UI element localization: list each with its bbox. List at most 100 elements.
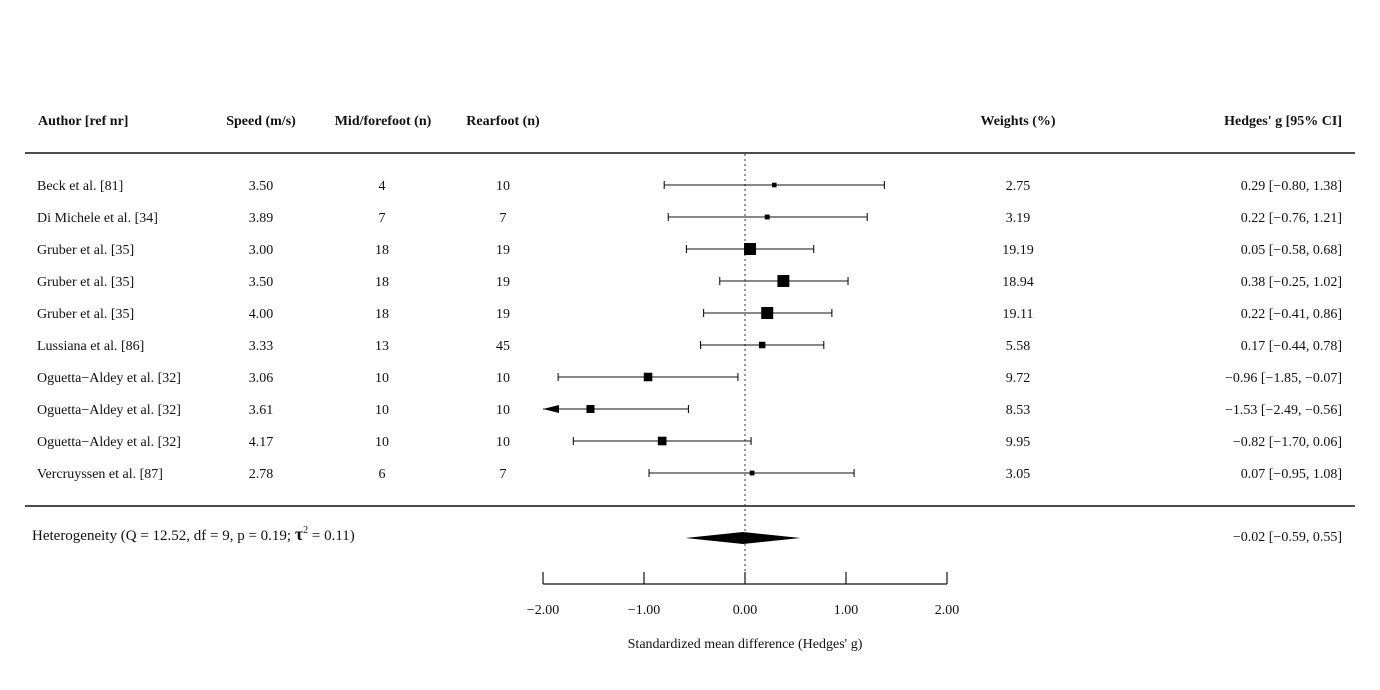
x-tick-label: −1.00 xyxy=(628,603,660,618)
cell-effect: 0.29 [−0.80, 1.38] xyxy=(1241,179,1342,194)
cell-author: Vercruyssen et al. [87] xyxy=(37,467,163,482)
cell-author: Gruber et al. [35] xyxy=(37,275,134,290)
study-row: Gruber et al. [35] 3.50 18 19 18.94 0.38 [−0.… xyxy=(37,275,1342,290)
header-midforefoot: Mid/forefoot (n) xyxy=(335,114,432,129)
cell-midforefoot: 10 xyxy=(375,403,389,418)
cell-effect: 0.22 [−0.76, 1.21] xyxy=(1241,211,1342,226)
cell-rearfoot: 10 xyxy=(496,435,510,450)
point-estimate xyxy=(761,307,774,319)
cell-speed: 3.61 xyxy=(249,403,274,418)
cell-rearfoot: 10 xyxy=(496,403,510,418)
cell-rearfoot: 7 xyxy=(500,211,507,226)
cell-midforefoot: 7 xyxy=(379,211,386,226)
cell-rearfoot: 45 xyxy=(496,339,510,354)
cell-speed: 4.17 xyxy=(249,435,274,450)
cell-speed: 3.33 xyxy=(249,339,274,354)
header-rearfoot: Rearfoot (n) xyxy=(466,114,540,129)
cell-weight: 3.05 xyxy=(1006,467,1031,482)
point-estimate xyxy=(744,243,757,255)
heterogeneity-label: Heterogeneity (Q = 12.52, df = 9, p = 0.… xyxy=(32,524,355,544)
point-estimate xyxy=(586,404,595,414)
study-row: Beck et al. [81] 3.50 4 10 2.75 0.29 [−0.80, … xyxy=(37,179,1342,194)
study-row: Oguetta−Aldey et al. [32] 4.17 10 10 9.95 −0.… xyxy=(37,435,1342,450)
summary-row: Heterogeneity (Q = 12.52, df = 9, p = 0.… xyxy=(32,524,1342,545)
cell-midforefoot: 10 xyxy=(375,435,389,450)
cell-rearfoot: 19 xyxy=(496,243,510,258)
point-estimate xyxy=(758,341,766,349)
cell-speed: 3.50 xyxy=(249,275,274,290)
cell-speed: 4.00 xyxy=(249,307,274,322)
cell-effect: −0.96 [−1.85, −0.07] xyxy=(1225,371,1342,386)
header-weights: Weights (%) xyxy=(980,114,1055,129)
cell-weight: 18.94 xyxy=(1002,275,1034,290)
cell-author: Beck et al. [81] xyxy=(37,179,123,194)
point-estimate xyxy=(749,470,755,476)
cell-author: Gruber et al. [35] xyxy=(37,307,134,322)
header-effect: Hedges' g [95% CI] xyxy=(1224,114,1342,129)
cell-effect: 0.07 [−0.95, 1.08] xyxy=(1241,467,1342,482)
study-row: Gruber et al. [35] 4.00 18 19 19.11 0.22 [−0.… xyxy=(37,307,1342,322)
cell-midforefoot: 10 xyxy=(375,371,389,386)
cell-effect: 0.38 [−0.25, 1.02] xyxy=(1241,275,1342,290)
summary-diamond xyxy=(685,532,801,544)
cell-midforefoot: 4 xyxy=(379,179,386,194)
study-row: Oguetta−Aldey et al. [32] 3.61 10 10 8.53 −1.… xyxy=(37,403,1342,418)
summary-effect: −0.02 [−0.59, 0.55] xyxy=(1233,530,1342,545)
cell-speed: 3.00 xyxy=(249,243,274,258)
cell-author: Di Michele et al. [34] xyxy=(37,211,158,226)
study-rows: Beck et al. [81] 3.50 4 10 2.75 0.29 [−0.80, … xyxy=(37,179,1342,482)
cell-author: Gruber et al. [35] xyxy=(37,243,134,258)
cell-midforefoot: 6 xyxy=(379,467,386,482)
cell-speed: 3.06 xyxy=(249,371,274,386)
cell-weight: 19.19 xyxy=(1002,243,1034,258)
cell-effect: −1.53 [−2.49, −0.56] xyxy=(1225,403,1342,418)
cell-effect: 0.22 [−0.41, 0.86] xyxy=(1241,307,1342,322)
cell-midforefoot: 18 xyxy=(375,243,389,258)
cell-weight: 5.58 xyxy=(1006,339,1031,354)
cell-effect: 0.17 [−0.44, 0.78] xyxy=(1241,339,1342,354)
header-speed: Speed (m/s) xyxy=(226,114,296,129)
cell-midforefoot: 18 xyxy=(375,307,389,322)
point-estimate xyxy=(772,182,777,188)
cell-rearfoot: 10 xyxy=(496,371,510,386)
cell-speed: 3.89 xyxy=(249,211,274,226)
cell-rearfoot: 7 xyxy=(500,467,507,482)
cell-speed: 2.78 xyxy=(249,467,274,482)
cell-midforefoot: 18 xyxy=(375,275,389,290)
cell-effect: 0.05 [−0.58, 0.68] xyxy=(1241,243,1342,258)
cell-midforefoot: 13 xyxy=(375,339,389,354)
cell-author: Oguetta−Aldey et al. [32] xyxy=(37,403,181,418)
cell-rearfoot: 10 xyxy=(496,179,510,194)
cell-author: Lussiana et al. [86] xyxy=(37,339,144,354)
point-estimate xyxy=(657,436,667,446)
study-row: Oguetta−Aldey et al. [32] 3.06 10 10 9.72 −0.… xyxy=(37,371,1342,386)
cell-weight: 9.95 xyxy=(1006,435,1031,450)
cell-weight: 3.19 xyxy=(1006,211,1031,226)
cell-weight: 2.75 xyxy=(1006,179,1031,194)
point-estimate xyxy=(777,275,790,287)
x-tick-label: −2.00 xyxy=(527,603,559,618)
cell-effect: −0.82 [−1.70, 0.06] xyxy=(1233,435,1342,450)
cell-author: Oguetta−Aldey et al. [32] xyxy=(37,371,181,386)
x-tick-label: 2.00 xyxy=(935,603,960,618)
cell-rearfoot: 19 xyxy=(496,307,510,322)
cell-author: Oguetta−Aldey et al. [32] xyxy=(37,435,181,450)
study-row: Di Michele et al. [34] 3.89 7 7 3.19 0.22 [−0… xyxy=(37,211,1342,226)
study-row: Gruber et al. [35] 3.00 18 19 19.19 0.05 [−0.… xyxy=(37,243,1342,258)
study-row: Vercruyssen et al. [87] 2.78 6 7 3.05 0.07 [−… xyxy=(37,467,1342,482)
cell-speed: 3.50 xyxy=(249,179,274,194)
x-axis-label: Standardized mean difference (Hedges' g) xyxy=(628,637,863,652)
header-author: Author [ref nr] xyxy=(38,114,128,129)
point-estimate xyxy=(643,372,653,382)
x-tick-label: 0.00 xyxy=(733,603,758,618)
cell-weight: 8.53 xyxy=(1006,403,1031,418)
cell-weight: 9.72 xyxy=(1006,371,1031,386)
x-axis: −2.00 −1.00 0.00 1.00 2.00 xyxy=(527,572,959,618)
ci-truncation-arrow xyxy=(543,405,559,413)
point-estimate xyxy=(764,214,770,220)
cell-rearfoot: 19 xyxy=(496,275,510,290)
header-row: Author [ref nr] Speed (m/s) Mid/forefoot… xyxy=(38,114,1342,129)
study-row: Lussiana et al. [86] 3.33 13 45 5.58 0.17 [−0… xyxy=(37,339,1342,354)
cell-weight: 19.11 xyxy=(1003,307,1034,322)
